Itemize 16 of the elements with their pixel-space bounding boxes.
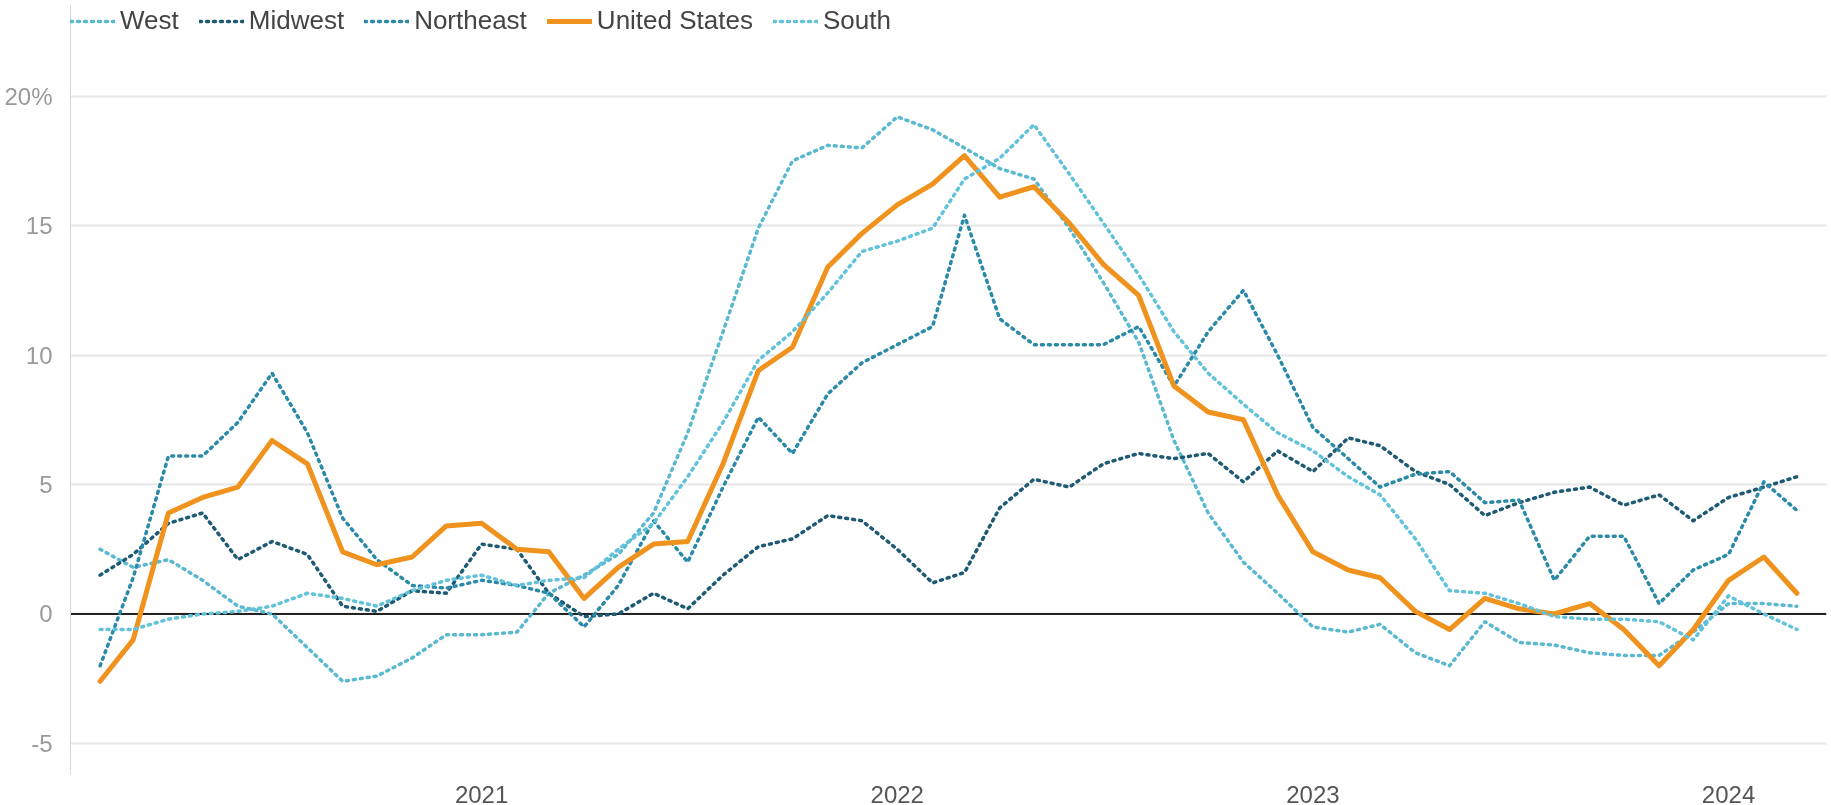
y-tick-label: -5	[31, 729, 53, 757]
legend-label: Midwest	[248, 5, 345, 36]
y-tick-label: 0	[39, 600, 53, 628]
x-tick-label: 2024	[1701, 780, 1756, 805]
y-tick-label: 15	[25, 212, 53, 240]
line-series	[98, 436, 1799, 619]
x-tick-label: 2022	[870, 780, 924, 805]
legend-label: West	[120, 5, 179, 36]
y-tick-label: 5	[39, 471, 53, 499]
legend-label: South	[822, 5, 891, 36]
legend-label: United States	[596, 5, 753, 36]
y-tick-label: 10	[25, 341, 53, 369]
y-tick-label: 20%	[4, 82, 53, 110]
legend-label: Northeast	[414, 5, 527, 36]
x-tick-label: 2023	[1286, 780, 1340, 805]
x-tick-label: 2021	[454, 780, 509, 805]
